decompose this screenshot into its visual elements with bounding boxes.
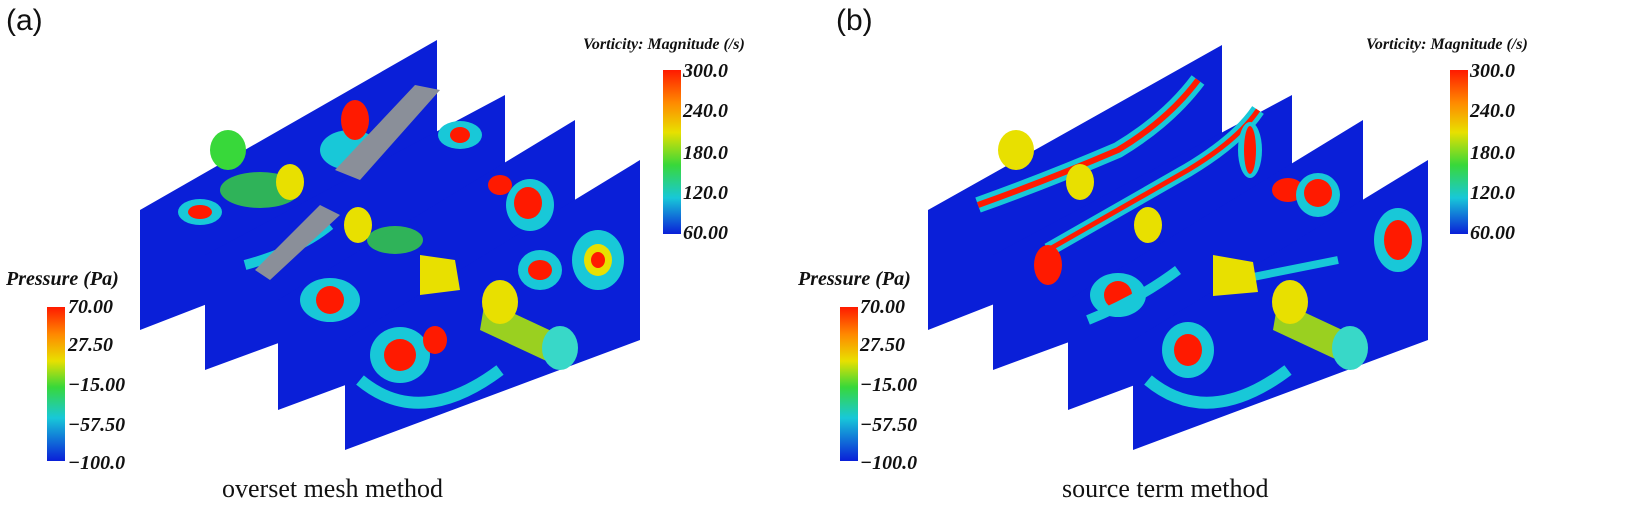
caption: source term method xyxy=(1062,474,1269,503)
pressure-tick: 70.00 xyxy=(860,296,905,318)
vorticity-tick: 180.0 xyxy=(683,142,728,164)
panel-label: (a) xyxy=(6,4,43,37)
vortex-structures xyxy=(975,75,1422,409)
pressure-tick: 27.50 xyxy=(68,334,113,356)
pressure-tick: 27.50 xyxy=(860,334,905,356)
flow-visualization xyxy=(928,45,1428,450)
vorticity-legend-title: Vorticity: Magnitude (/s) xyxy=(583,36,745,53)
vorticity-tick: 60.00 xyxy=(683,222,728,244)
vorticity-tick: 240.0 xyxy=(1470,100,1515,122)
pressure-tick: −57.50 xyxy=(68,414,126,436)
pressure-tick: −15.00 xyxy=(68,374,126,396)
vorticity-tick: 300.0 xyxy=(1470,60,1515,82)
panel-a: (a) xyxy=(6,4,745,503)
vorticity-colorbar xyxy=(1450,70,1468,234)
panel-b: (b) xyxy=(798,0,1636,523)
vorticity-tick: 60.00 xyxy=(1470,222,1515,244)
pressure-tick: −100.0 xyxy=(860,452,918,474)
pressure-legend-title: Pressure (Pa) xyxy=(6,268,119,290)
cylinders xyxy=(998,130,1368,370)
pressure-legend-title: Pressure (Pa) xyxy=(798,268,911,290)
vorticity-tick: 120.0 xyxy=(683,182,728,204)
pressure-colorbar xyxy=(47,307,65,461)
pressure-tick: −100.0 xyxy=(68,452,126,474)
cylinders xyxy=(210,130,578,370)
panel-label: (b) xyxy=(836,4,873,37)
pressure-tick: −15.00 xyxy=(860,374,918,396)
vorticity-tick: 120.0 xyxy=(1470,182,1515,204)
vorticity-tick: 300.0 xyxy=(683,60,728,82)
flow-visualization xyxy=(140,40,640,450)
pressure-tick: −57.50 xyxy=(860,414,918,436)
gray-plates xyxy=(255,85,440,280)
vorticity-colorbar xyxy=(663,70,681,234)
vorticity-tick: 240.0 xyxy=(683,100,728,122)
caption: overset mesh method xyxy=(222,474,443,503)
pressure-tick: 70.00 xyxy=(68,296,113,318)
vorticity-legend-title: Vorticity: Magnitude (/s) xyxy=(1366,36,1528,53)
vorticity-tick: 180.0 xyxy=(1470,142,1515,164)
pressure-colorbar xyxy=(840,307,858,461)
